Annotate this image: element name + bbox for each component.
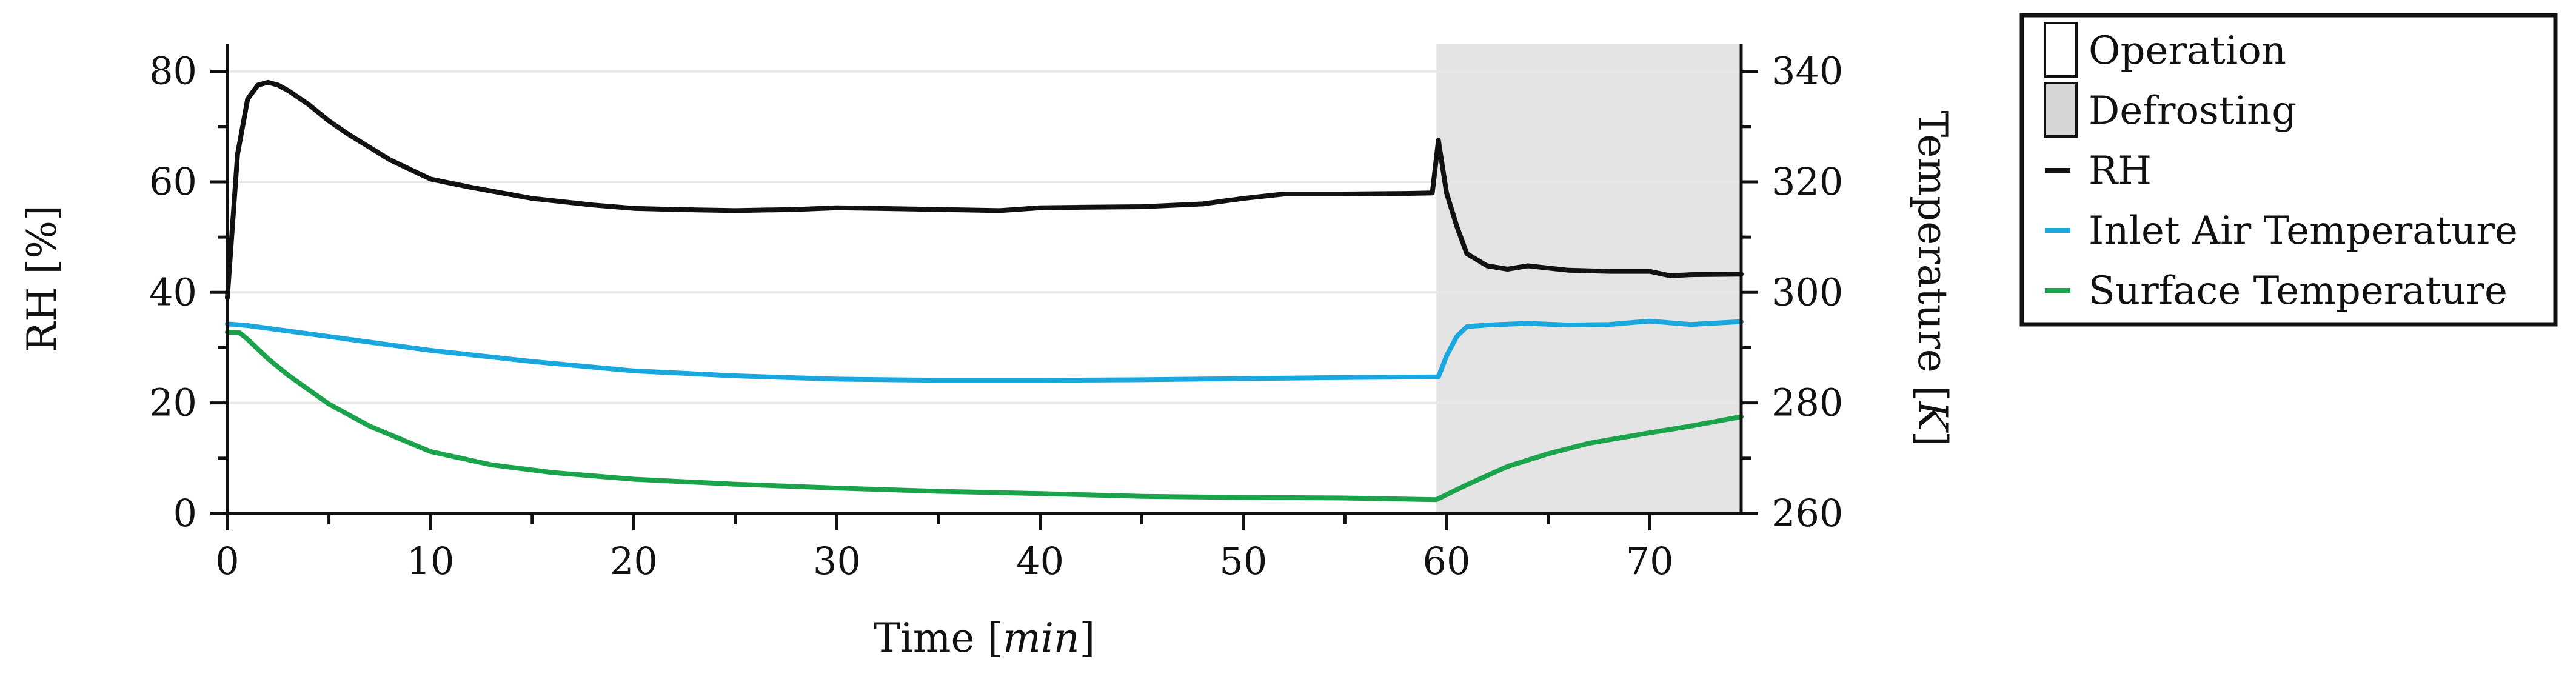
- legend-label-operation: Operation: [2089, 28, 2286, 73]
- legend-swatch-defrosting: [2044, 82, 2078, 138]
- legend-label-inlet-air-temperature: Inlet Air Temperature: [2089, 209, 2518, 253]
- axes: [210, 44, 1758, 530]
- defrosting-shaded-region: [1436, 44, 1741, 513]
- x-tick-label: 60: [1423, 539, 1471, 583]
- x-tick-label: 20: [610, 539, 658, 583]
- x-tick-label: 50: [1219, 539, 1267, 583]
- x-tick-label: 0: [215, 539, 239, 583]
- legend-frame: [2019, 13, 2558, 327]
- legend-label-defrosting: Defrosting: [2089, 89, 2297, 133]
- legend-swatch-operation: [2044, 22, 2078, 78]
- y-right-tick-label: 340: [1771, 49, 1843, 93]
- x-tick-label: 30: [813, 539, 861, 583]
- x-tick-label: 70: [1626, 539, 1674, 583]
- legend-label-rh: RH: [2089, 149, 2152, 193]
- y-axis-right-title: Temperature [K]: [1909, 110, 1956, 446]
- legend-label-surface-temperature: Surface Temperature: [2089, 269, 2507, 313]
- x-axis-title: Time [min]: [874, 615, 1095, 661]
- y-right-tick-label: 260: [1771, 491, 1843, 535]
- tick-labels: 0 10 20 30 40 50 60 70 0 20 40 60 80 260 280 300 320 340: [149, 49, 1843, 583]
- y-right-tick-label: 280: [1771, 381, 1843, 425]
- shaded-region-layer: [1436, 44, 1741, 513]
- y-right-tick-label: 320: [1771, 159, 1843, 204]
- series-lines: [225, 79, 1744, 503]
- y-left-tick-label: 60: [149, 159, 197, 204]
- x-tick-label: 40: [1016, 539, 1064, 583]
- y-left-tick-label: 40: [149, 270, 197, 314]
- gridlines: [227, 70, 1741, 404]
- legend: Operation Defrosting RH Inlet Air Temperatu…: [2019, 13, 2558, 327]
- y-axis-left-title: RH [%]: [19, 205, 65, 352]
- y-left-tick-label: 20: [149, 381, 197, 425]
- y-right-tick-label: 300: [1771, 270, 1843, 314]
- series-line-inlet-air-temperature: [225, 318, 1744, 383]
- y-left-tick-label: 80: [149, 49, 197, 93]
- x-tick-label: 10: [407, 539, 455, 583]
- y-left-tick-label: 0: [173, 491, 197, 535]
- series-line-surface-temperature: [225, 329, 1744, 503]
- series-line-rh: [225, 79, 1744, 301]
